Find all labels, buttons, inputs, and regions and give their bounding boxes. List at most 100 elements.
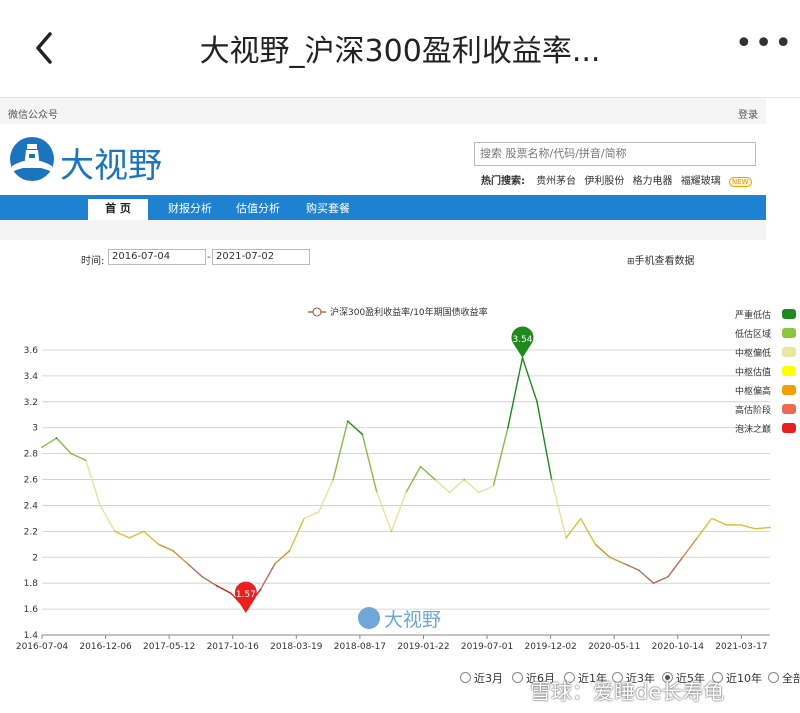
range-option[interactable]: 近10年	[712, 670, 762, 686]
data-point	[565, 536, 568, 539]
range-option[interactable]: 全部	[768, 670, 800, 686]
tab-financial-analysis[interactable]: 财报分析	[168, 202, 212, 215]
data-point	[623, 562, 626, 565]
top-bar	[0, 0, 800, 98]
lighthouse-logo-icon	[10, 137, 54, 181]
radio-icon	[712, 672, 723, 683]
data-point	[492, 485, 495, 487]
series-segment	[521, 357, 538, 403]
data-point	[346, 420, 349, 423]
wechat-account-label: 微信公众号	[8, 110, 58, 121]
data-point	[638, 569, 640, 572]
data-point	[448, 491, 451, 494]
data-point	[507, 426, 509, 429]
x-tick-label: 2019-12-02	[524, 642, 576, 652]
range-option[interactable]: 近3月	[460, 670, 503, 686]
marker-pin	[234, 581, 257, 613]
mobile-view-link[interactable]: ⊞手机查看数据	[627, 252, 695, 267]
data-point	[332, 478, 335, 481]
data-point	[259, 588, 262, 591]
mobile-view-label: 手机查看数据	[634, 256, 695, 267]
y-tick-label: 2	[32, 553, 38, 563]
brand-name[interactable]: 大视野	[60, 146, 162, 186]
tab-buy-package[interactable]: 购买套餐	[306, 202, 350, 215]
range-option[interactable]: 近1年	[564, 670, 607, 686]
series-segment	[157, 543, 174, 552]
range-label: 近3月	[474, 672, 503, 685]
login-link[interactable]: 登录	[738, 110, 758, 121]
series-segment	[580, 517, 596, 546]
new-badge: NEW	[728, 177, 752, 187]
data-point	[70, 452, 73, 455]
series-segment	[84, 459, 101, 507]
range-label: 近5年	[676, 672, 705, 685]
y-tick-label: 3.6	[24, 346, 39, 356]
data-point	[608, 556, 611, 559]
series-segment	[114, 530, 131, 539]
range-label: 全部	[782, 672, 800, 685]
series-segment	[740, 524, 757, 530]
hot-search-label: 热门搜索:	[481, 176, 525, 187]
nav-shadow	[0, 220, 766, 240]
series-segment	[143, 530, 160, 546]
data-point	[375, 491, 378, 494]
series-segment	[41, 437, 58, 448]
data-point	[113, 530, 116, 533]
data-point	[521, 356, 524, 359]
legend-series-label: 沪深300盈利收益率/10年期国债收益率	[330, 306, 488, 318]
data-point	[128, 536, 131, 539]
legend-label: 泡沫之巅	[735, 425, 772, 435]
data-point	[201, 575, 204, 578]
data-point	[303, 517, 305, 520]
data-point	[594, 543, 597, 546]
range-option[interactable]: 近3年	[612, 670, 655, 686]
data-point	[754, 527, 757, 530]
series-segment	[536, 401, 553, 481]
range-option[interactable]: 近6月	[512, 670, 555, 686]
y-tick-label: 1.6	[24, 605, 39, 615]
more-dots-icon[interactable]: •••	[735, 26, 795, 61]
date-separator: -	[207, 252, 211, 263]
data-point	[463, 478, 466, 481]
x-tick-label: 2018-03-19	[270, 642, 323, 652]
tab-valuation-analysis[interactable]: 估值分析	[236, 202, 280, 215]
x-tick-label: 2016-07-04	[16, 642, 69, 652]
series-segment	[390, 491, 407, 533]
x-tick-label: 2020-10-14	[652, 642, 705, 652]
end-date-input[interactable]: 2021-07-02	[212, 249, 310, 265]
y-tick-label: 3.4	[24, 372, 39, 382]
hot-item[interactable]: 贵州茅台	[536, 176, 577, 187]
lighthouse-watermark-icon	[358, 607, 380, 629]
series-segment	[507, 357, 524, 429]
y-tick-label: 1.4	[24, 631, 39, 641]
hot-item[interactable]: 格力电器	[632, 176, 673, 187]
data-point	[710, 517, 713, 520]
series-segment	[201, 576, 218, 587]
search-input[interactable]: 搜索 股票名称/代码/拼音/简称	[474, 142, 756, 166]
data-point	[41, 446, 43, 449]
series-segment	[172, 550, 189, 565]
back-arrow-icon[interactable]	[30, 28, 70, 68]
y-tick-label: 1.8	[24, 579, 39, 589]
series-segment	[667, 556, 684, 578]
series-segment	[332, 420, 349, 481]
start-date-input[interactable]: 2016-07-04	[108, 249, 206, 265]
hot-item[interactable]: 伊利股份	[584, 176, 625, 187]
data-point	[317, 511, 320, 513]
tab-home[interactable]: 首 页	[88, 199, 148, 220]
range-option[interactable]: 近5年	[662, 670, 705, 686]
radio-icon	[612, 672, 623, 683]
data-point	[172, 549, 174, 552]
legend-label: 中枢偏高	[735, 387, 772, 397]
data-point	[536, 400, 538, 403]
range-selector: 近3月 近6月 近1年 近3年 近5年 近10年 全部	[460, 670, 800, 690]
x-tick-label: 2021-03-17	[715, 642, 767, 652]
series-segment	[638, 569, 655, 584]
y-tick-label: 3.2	[24, 398, 38, 408]
radio-icon	[662, 672, 673, 683]
data-point	[84, 459, 87, 462]
series-segment	[478, 485, 495, 494]
data-point	[739, 523, 742, 526]
hot-item[interactable]: 福耀玻璃	[680, 176, 721, 187]
series-segment	[448, 478, 465, 494]
